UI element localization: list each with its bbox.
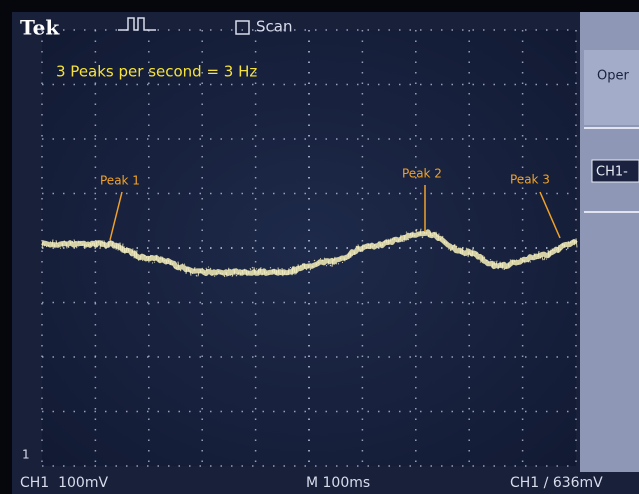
scan-label: Scan — [256, 18, 292, 36]
oscilloscope-screen: Tek Scan 3 Peaks per second = 3 Hz Peak … — [0, 0, 639, 494]
frequency-note: 3 Peaks per second = 3 Hz — [56, 63, 257, 81]
side-panel-box — [584, 50, 639, 125]
ground-marker: 1 — [22, 448, 30, 462]
brand: Tek — [20, 16, 60, 40]
peak-label: Peak 3 — [510, 173, 550, 187]
peak-label: Peak 1 — [100, 174, 140, 188]
trigger-level: CH1 ∕ 636mV — [510, 475, 603, 491]
peak-label: Peak 2 — [402, 167, 442, 181]
menu-item[interactable]: CH1- — [596, 165, 628, 180]
timebase: M 100ms — [306, 475, 370, 491]
menu-item[interactable]: Oper — [597, 69, 629, 84]
channel-scale: CH1 100mV — [20, 475, 108, 491]
